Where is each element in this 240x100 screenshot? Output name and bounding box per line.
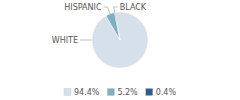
leader-line <box>80 40 92 41</box>
legend-swatch <box>64 89 71 96</box>
legend-label: 0.4% <box>156 88 177 97</box>
legend-item: 0.4% <box>146 88 177 97</box>
annotation: WHITE <box>52 36 78 45</box>
legend-swatch <box>107 89 114 96</box>
legend-label: 5.2% <box>117 88 138 97</box>
leader-line <box>103 7 110 14</box>
pie <box>92 12 148 68</box>
legend-item: 5.2% <box>107 88 138 97</box>
pie-slice <box>106 13 120 40</box>
legend-label: 94.4% <box>74 88 100 97</box>
annotations: WHITE HISPANIC BLACK <box>52 3 147 45</box>
leader-line <box>114 7 118 12</box>
legend-item: 94.4% <box>64 88 100 97</box>
pie-slice <box>92 12 148 68</box>
legend: 94.4% 5.2% 0.4% <box>64 88 176 97</box>
pie-slice <box>114 12 120 40</box>
annotation: BLACK <box>120 3 147 12</box>
chart: WHITE HISPANIC BLACK 94.4% 5.2% 0.4% <box>0 0 240 100</box>
annotation: HISPANIC <box>64 3 102 12</box>
legend-swatch <box>146 89 153 96</box>
